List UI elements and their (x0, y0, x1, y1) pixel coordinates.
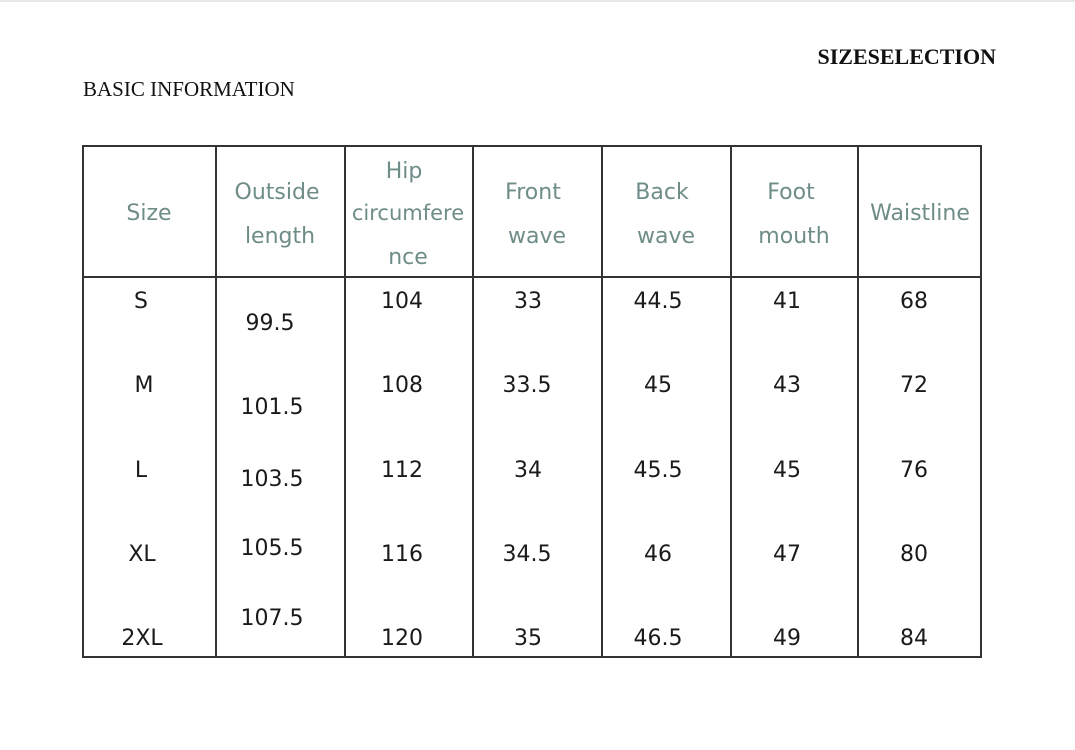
cell-foot-mouth: 41 (773, 289, 801, 314)
cell-outside-length: 99.5 (245, 311, 295, 336)
header-foot-mouth-line1: Foot (767, 180, 815, 205)
header-back-wave-line2: wave (636, 224, 696, 249)
column-divider (857, 147, 859, 656)
cell-waistline: 80 (900, 542, 928, 567)
cell-hip: 120 (381, 626, 423, 651)
column-divider (215, 147, 217, 656)
cell-hip: 104 (381, 289, 423, 314)
size-table (82, 145, 982, 658)
cell-outside-length: 101.5 (240, 395, 304, 420)
header-foot-mouth-line2: mouth (758, 224, 830, 249)
cell-foot-mouth: 43 (773, 373, 801, 398)
cell-back-wave: 44.5 (633, 289, 683, 314)
cell-back-wave: 45 (644, 373, 672, 398)
cell-hip: 112 (381, 458, 423, 483)
cell-back-wave: 46 (644, 542, 672, 567)
column-divider (601, 147, 603, 656)
cell-front-wave: 33 (514, 289, 542, 314)
cell-back-wave: 45.5 (633, 458, 683, 483)
cell-size: 2XL (121, 626, 163, 651)
cell-foot-mouth: 49 (773, 626, 801, 651)
top-divider (0, 0, 1075, 2)
cell-front-wave: 34 (514, 458, 542, 483)
header-waistline: Waistline (870, 201, 970, 226)
cell-hip: 116 (381, 542, 423, 567)
header-front-wave-line2: wave (507, 224, 567, 249)
basic-information-heading: BASIC INFORMATION (83, 77, 295, 101)
cell-foot-mouth: 47 (773, 542, 801, 567)
header-hip-line1: Hip (385, 159, 423, 184)
header-hip-line2: circumfere (351, 201, 465, 225)
cell-hip: 108 (381, 373, 423, 398)
header-outside-length-line2: length (244, 224, 316, 249)
cell-size: L (134, 458, 148, 483)
header-hip-line3: nce (388, 245, 428, 270)
header-divider (84, 276, 980, 278)
header-outside-length-line1: Outside (234, 180, 320, 205)
column-divider (472, 147, 474, 656)
cell-back-wave: 46.5 (633, 626, 683, 651)
cell-front-wave: 34.5 (502, 542, 552, 567)
cell-outside-length: 103.5 (240, 467, 304, 492)
cell-waistline: 68 (900, 289, 928, 314)
cell-waistline: 72 (900, 373, 928, 398)
cell-size: XL (128, 542, 156, 567)
size-selection-heading: SIZESELECTION (817, 44, 996, 69)
header-front-wave-line1: Front (505, 180, 561, 205)
cell-foot-mouth: 45 (773, 458, 801, 483)
cell-outside-length: 105.5 (240, 536, 304, 561)
cell-size: M (134, 373, 154, 398)
column-divider (344, 147, 346, 656)
cell-waistline: 84 (900, 626, 928, 651)
column-divider (730, 147, 732, 656)
header-back-wave-line1: Back (635, 180, 689, 205)
cell-outside-length: 107.5 (240, 606, 304, 631)
cell-front-wave: 33.5 (502, 373, 552, 398)
cell-size: S (134, 289, 148, 314)
header-size: Size (126, 201, 172, 226)
cell-waistline: 76 (900, 458, 928, 483)
cell-front-wave: 35 (514, 626, 542, 651)
